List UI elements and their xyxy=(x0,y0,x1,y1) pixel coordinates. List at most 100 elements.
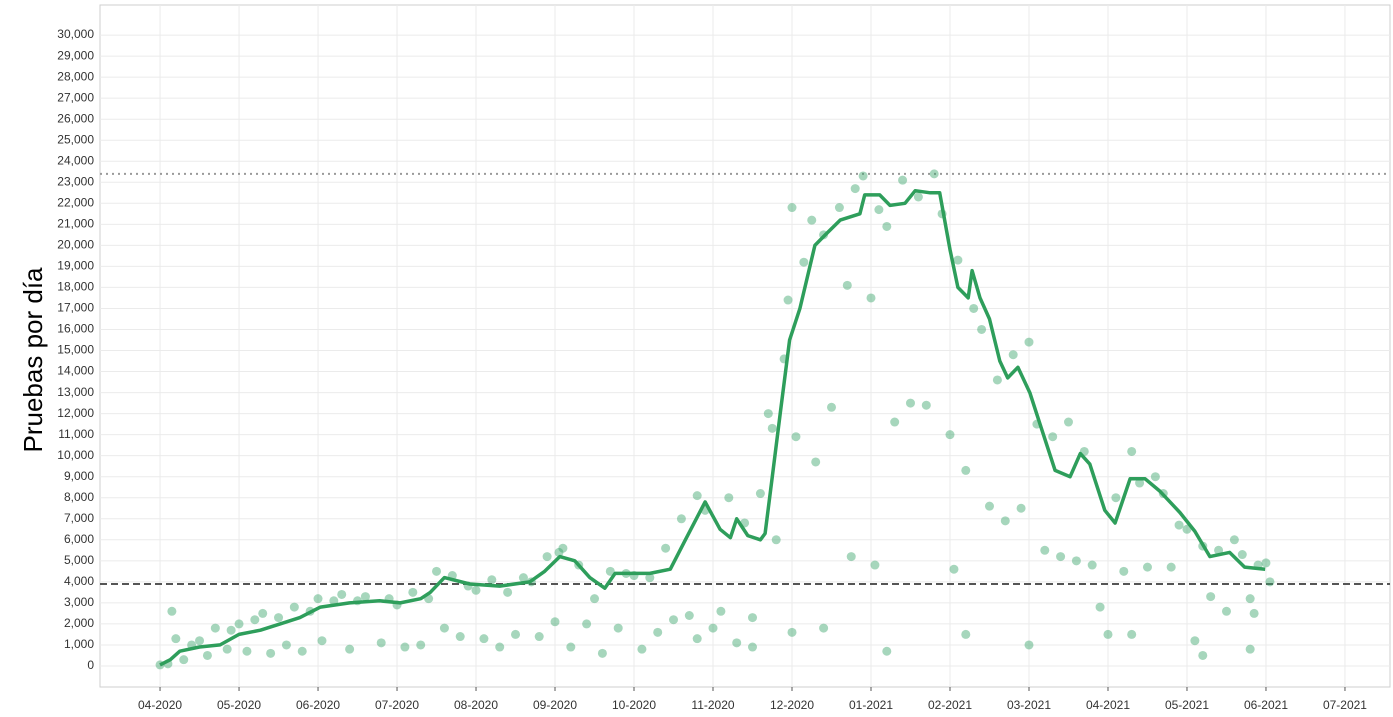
data-point xyxy=(455,632,465,642)
data-point xyxy=(250,615,260,625)
data-point xyxy=(167,606,177,616)
y-tick-label: 24,000 xyxy=(57,153,94,167)
data-point xyxy=(783,295,793,305)
data-point xyxy=(590,594,600,604)
y-tick-label: 9,000 xyxy=(64,469,94,483)
x-tick-label: 05-2021 xyxy=(1165,698,1209,712)
data-point xyxy=(337,589,347,599)
data-point xyxy=(842,280,852,290)
data-point xyxy=(1190,636,1200,646)
data-point xyxy=(1261,558,1271,568)
y-tick-label: 8,000 xyxy=(64,490,94,504)
y-tick-label: 4,000 xyxy=(64,574,94,588)
data-point xyxy=(1174,520,1184,530)
y-tick-label: 5,000 xyxy=(64,553,94,567)
y-tick-label: 1,000 xyxy=(64,637,94,651)
data-point xyxy=(503,587,513,597)
data-point xyxy=(274,613,284,623)
data-point xyxy=(1048,432,1058,442)
y-tick-label: 28,000 xyxy=(57,69,94,83)
data-point xyxy=(763,409,773,419)
data-point xyxy=(1142,562,1152,572)
x-tick-label: 10-2020 xyxy=(612,698,656,712)
y-tick-label: 10,000 xyxy=(57,448,94,462)
y-tick-label: 14,000 xyxy=(57,364,94,378)
data-point xyxy=(1249,608,1259,618)
data-point xyxy=(716,606,726,616)
data-point xyxy=(676,514,686,524)
x-tick-label: 03-2021 xyxy=(1007,698,1051,712)
data-point xyxy=(550,617,560,627)
data-point xyxy=(297,646,307,656)
data-point xyxy=(961,629,971,639)
y-tick-label: 30,000 xyxy=(57,27,94,41)
data-point xyxy=(949,564,959,574)
data-point xyxy=(416,640,426,650)
y-tick-label: 17,000 xyxy=(57,301,94,315)
data-point xyxy=(329,596,339,606)
y-tick-label: 15,000 xyxy=(57,343,94,357)
data-point xyxy=(1198,650,1208,660)
data-point xyxy=(613,623,623,633)
data-point xyxy=(791,432,801,442)
data-point xyxy=(945,430,955,440)
data-point xyxy=(210,623,220,633)
y-tick-label: 23,000 xyxy=(57,174,94,188)
data-point xyxy=(518,573,528,583)
data-point xyxy=(345,644,355,654)
y-tick-label: 19,000 xyxy=(57,259,94,273)
data-point xyxy=(827,402,837,412)
data-point xyxy=(222,644,232,654)
data-point xyxy=(317,636,327,646)
data-point xyxy=(360,592,370,602)
x-tick-label: 09-2020 xyxy=(533,698,577,712)
y-tick-label: 13,000 xyxy=(57,385,94,399)
data-point xyxy=(969,303,979,313)
data-point xyxy=(1245,594,1255,604)
x-tick-label: 07-2020 xyxy=(375,698,419,712)
x-tick-label: 11-2020 xyxy=(691,698,734,712)
data-point xyxy=(376,638,386,648)
data-point xyxy=(882,646,892,656)
trend-line xyxy=(159,188,1266,667)
data-point xyxy=(511,629,521,639)
x-tick-label: 02-2021 xyxy=(928,698,972,712)
data-point xyxy=(1095,602,1105,612)
data-point xyxy=(669,615,679,625)
x-tick-label: 12-2020 xyxy=(770,698,814,712)
data-point xyxy=(913,192,923,202)
data-point xyxy=(890,417,900,427)
data-point xyxy=(961,465,971,475)
data-point xyxy=(408,587,418,597)
data-point xyxy=(787,627,797,637)
data-point xyxy=(748,642,758,652)
data-point xyxy=(1127,629,1137,639)
data-point xyxy=(1229,535,1239,545)
data-point xyxy=(653,627,663,637)
data-point xyxy=(929,169,939,179)
data-point xyxy=(870,560,880,570)
data-point xyxy=(708,623,718,633)
data-point xyxy=(289,602,299,612)
data-point xyxy=(400,642,410,652)
data-point xyxy=(1087,560,1097,570)
y-tick-label: 3,000 xyxy=(64,595,94,609)
data-point xyxy=(1024,640,1034,650)
data-point xyxy=(439,623,449,633)
data-point xyxy=(645,573,655,583)
data-point xyxy=(1008,350,1018,360)
data-point xyxy=(171,634,181,644)
data-point xyxy=(898,175,908,185)
data-point xyxy=(905,398,915,408)
data-point xyxy=(1103,629,1113,639)
x-tick-label: 05-2020 xyxy=(217,698,261,712)
y-tick-label: 18,000 xyxy=(57,280,94,294)
data-point xyxy=(992,375,1002,385)
data-point xyxy=(226,625,236,635)
y-tick-label: 6,000 xyxy=(64,532,94,546)
data-point xyxy=(179,655,189,665)
data-point xyxy=(787,203,797,213)
y-tick-label: 20,000 xyxy=(57,238,94,252)
data-point xyxy=(846,552,856,562)
